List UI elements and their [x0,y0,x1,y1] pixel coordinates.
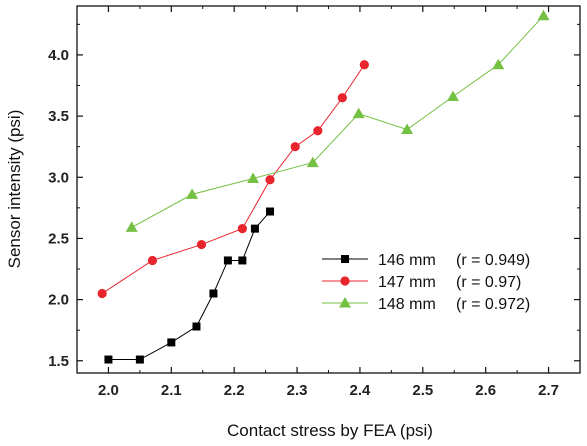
data-point [104,355,113,364]
data-point [401,123,414,135]
y-tick-label: 2.0 [48,292,69,309]
data-point [135,355,144,364]
plot-border [76,5,581,374]
data-point [147,255,158,266]
x-tick-labels: 2.0 2.1 2.2 2.3 2.4 2.5 2.6 2.7 [98,382,559,399]
legend-label: 146 mm [378,252,436,269]
data-point [223,256,232,265]
series-2 [125,9,550,232]
y-tick-label: 3.5 [48,108,69,125]
data-point [237,224,247,234]
legend-marker [341,255,349,263]
data-point [352,107,365,119]
plot-frame [76,5,581,374]
legend-marker [340,276,350,286]
data-point [306,156,319,168]
legend-r-value: (r = 0.972) [456,296,530,313]
data-point [492,58,505,70]
legend-r-value: (r = 0.949) [456,252,530,269]
data-point [265,175,275,185]
legend-marker-shape [339,297,351,308]
y-tick-label: 1.5 [48,353,69,370]
data-point [247,172,260,183]
data-point [125,221,138,232]
data-point [446,90,459,102]
series-layer [97,9,550,364]
x-axis-title: Contact stress by FEA (psi) [227,421,433,440]
series-1 [97,60,369,299]
data-point [266,207,275,216]
legend-marker-shape [340,276,350,286]
axis-ticks [76,6,581,373]
data-point [537,9,550,21]
data-point [359,60,369,70]
y-tick-label: 3.0 [48,169,69,186]
legend-marker [339,297,351,308]
data-point [186,188,199,199]
data-point [192,322,201,331]
data-point [196,239,207,250]
data-point [209,289,218,298]
legend-item-148: 148 mm (r = 0.972) [322,296,530,313]
y-tick-label: 4.0 [48,47,69,64]
y-tick-labels: 1.5 2.0 2.5 3.0 3.5 4.0 [48,47,69,370]
x-tick-label: 2.0 [98,382,119,399]
x-tick-label: 2.2 [224,382,245,399]
x-tick-label: 2.3 [287,382,308,399]
data-point [238,256,247,265]
legend-item-147: 147 mm (r = 0.97) [322,274,521,291]
data-point [250,224,259,233]
x-tick-label: 2.4 [350,382,372,399]
data-point [290,142,300,152]
data-point [313,126,323,136]
x-tick-label: 2.5 [412,382,433,399]
legend-marker-shape [341,255,349,263]
data-point [167,338,176,347]
x-tick-label: 2.1 [161,382,182,399]
legend: 146 mm (r = 0.949) 147 mm (r = 0.97) 148… [322,252,530,313]
data-point [97,288,107,299]
x-tick-label: 2.6 [475,382,496,399]
legend-label: 148 mm [378,296,436,313]
series-0 [104,207,275,364]
x-tick-label: 2.7 [538,382,559,399]
y-tick-label: 2.5 [48,230,69,247]
series-line [108,211,271,361]
legend-r-value: (r = 0.97) [456,274,521,291]
y-axis-title: Sensor intensity (psi) [5,110,24,269]
legend-item-146: 146 mm (r = 0.949) [322,252,530,269]
data-point [337,93,347,103]
legend-label: 147 mm [378,274,436,291]
